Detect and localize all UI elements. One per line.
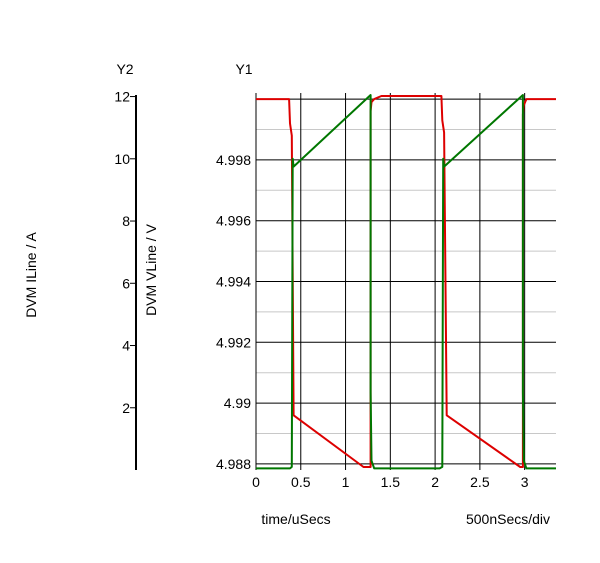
y1-tick-label: 4.994: [216, 274, 251, 290]
x-axis-label: time/uSecs: [261, 511, 330, 527]
y2-tick-label: 12: [114, 89, 130, 105]
plot-grid: [255, 93, 556, 470]
x-tick-label: 2: [431, 474, 439, 490]
series-line-current: [256, 94, 556, 470]
y1-axis-title: Y1: [235, 61, 252, 77]
x-tick-label: 0.5: [291, 474, 311, 490]
y2-axis-title: Y2: [116, 61, 133, 77]
plot-series: [256, 94, 556, 470]
x-tick-label: 2.5: [470, 474, 490, 490]
x-axis-div-label: 500nSecs/div: [466, 511, 550, 527]
y2-tick-label: 10: [114, 151, 130, 167]
x-tick-label: 1.5: [381, 474, 401, 490]
y1-tick-label: 4.992: [216, 334, 251, 350]
y2-tick-label: 6: [122, 275, 130, 291]
x-tick-label: 0: [252, 474, 260, 490]
y1-tick-label: 4.998: [216, 152, 251, 168]
y1-axis-label: DVM VLine / V: [143, 223, 159, 315]
y2-tick-label: 4: [122, 338, 130, 354]
y2-tick-label: 2: [122, 400, 130, 416]
y2-tick-label: 8: [122, 213, 130, 229]
y1-tick-label: 4.996: [216, 213, 251, 229]
y1-tick-label: 4.988: [216, 456, 251, 472]
x-tick-label: 1: [342, 474, 350, 490]
y2-axis-label: DVM ILine / A: [23, 232, 39, 318]
x-tick-label: 3: [521, 474, 529, 490]
y1-tick-label: 4.99: [224, 395, 251, 411]
